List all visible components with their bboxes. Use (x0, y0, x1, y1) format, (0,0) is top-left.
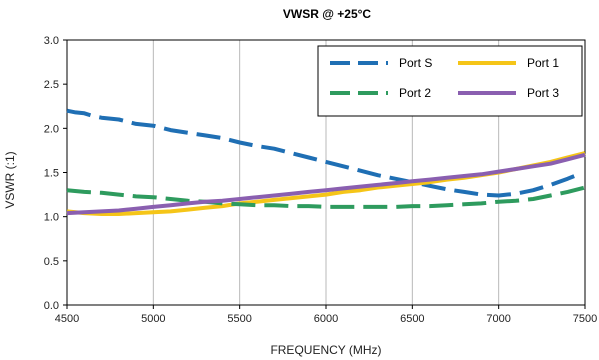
legend-box (317, 45, 583, 117)
y-tick-label: 3.0 (44, 35, 59, 47)
x-tick-label: 4500 (55, 313, 79, 325)
legend-label-port-s: Port S (399, 56, 432, 70)
legend-label-port-3: Port 3 (527, 86, 559, 100)
y-axis-title: VSWR (:1) (3, 151, 17, 208)
chart-title: VWSR @ +25°C (283, 7, 372, 21)
x-tick-label: 5500 (227, 313, 251, 325)
y-tick-label: 2.5 (44, 79, 59, 91)
y-tick-label: 1.5 (44, 168, 59, 180)
legend: Port S Port 1 Port 2 Port 3 (317, 45, 583, 117)
legend-label-port-1: Port 1 (527, 56, 559, 70)
series-line-port-3 (66, 152, 586, 216)
tick-labels: 4500 5000 5500 6000 6500 7000 7500 0.0 0.5 1.0 1.5… (44, 35, 598, 325)
series-line-port-s (66, 108, 578, 198)
series-line-port-2 (66, 185, 586, 209)
x-tick-label: 5000 (141, 313, 165, 325)
x-axis-title: FREQUENCY (MHz) (270, 343, 381, 357)
y-tick-label: 2.0 (44, 123, 59, 135)
x-tick-label: 6000 (314, 313, 338, 325)
y-tick-label: 0.0 (44, 300, 59, 312)
x-tick-label: 7500 (573, 313, 597, 325)
legend-label-port-2: Port 2 (399, 86, 431, 100)
x-tick-label: 7000 (486, 313, 510, 325)
axes (63, 39, 586, 309)
x-tick-label: 6500 (400, 313, 424, 325)
y-tick-label: 1.0 (44, 212, 59, 224)
series-lines (66, 108, 586, 216)
y-tick-label: 0.5 (44, 256, 59, 268)
plot-area-border (66, 39, 586, 306)
